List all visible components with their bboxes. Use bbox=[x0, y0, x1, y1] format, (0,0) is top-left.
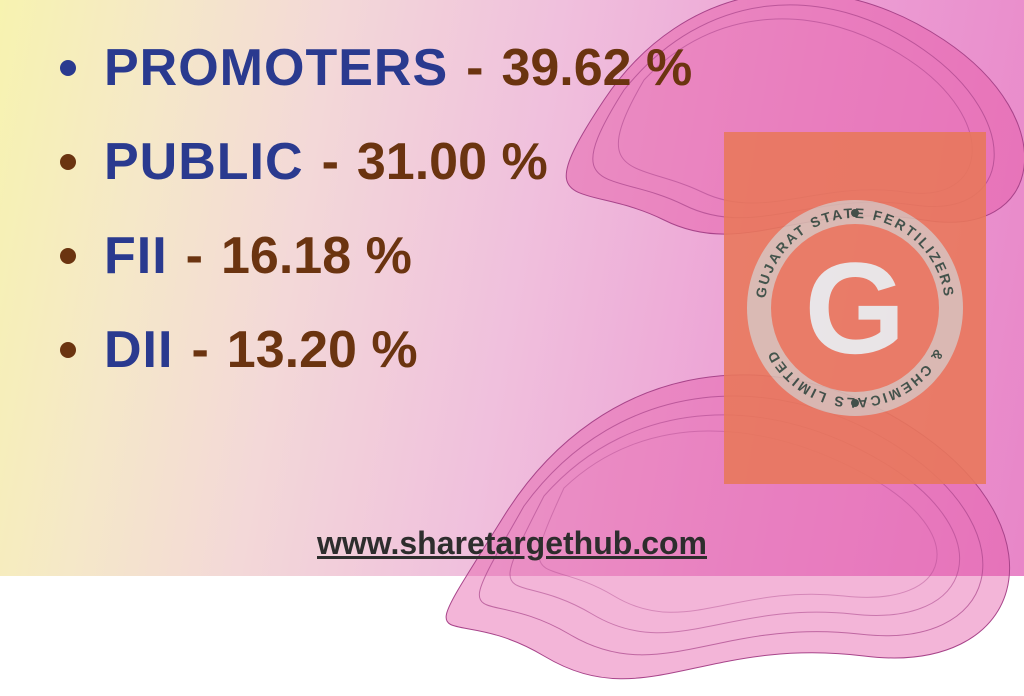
bullet-icon bbox=[60, 154, 76, 170]
percentage-value: 31.00 % bbox=[357, 132, 548, 192]
website-url: www.sharetargethub.com bbox=[0, 525, 1024, 562]
bullet-icon bbox=[60, 248, 76, 264]
category-label: PROMOTERS bbox=[104, 38, 448, 98]
percentage-value: 16.18 % bbox=[221, 226, 412, 286]
bullet-icon bbox=[60, 60, 76, 76]
bullet-icon bbox=[60, 342, 76, 358]
percentage-value: 39.62 % bbox=[501, 38, 692, 98]
separator: - bbox=[191, 320, 208, 380]
separator: - bbox=[466, 38, 483, 98]
separator: - bbox=[186, 226, 203, 286]
percentage-value: 13.20 % bbox=[227, 320, 418, 380]
separator: - bbox=[322, 132, 339, 192]
category-label: FII bbox=[104, 226, 168, 286]
list-item: PUBLIC - 31.00 % bbox=[60, 132, 984, 192]
category-label: PUBLIC bbox=[104, 132, 304, 192]
list-item: FII - 16.18 % bbox=[60, 226, 984, 286]
list-item: DII - 13.20 % bbox=[60, 320, 984, 380]
category-label: DII bbox=[104, 320, 173, 380]
shareholding-list: PROMOTERS - 39.62 % PUBLIC - 31.00 % FII… bbox=[0, 0, 1024, 380]
list-item: PROMOTERS - 39.62 % bbox=[60, 38, 984, 98]
